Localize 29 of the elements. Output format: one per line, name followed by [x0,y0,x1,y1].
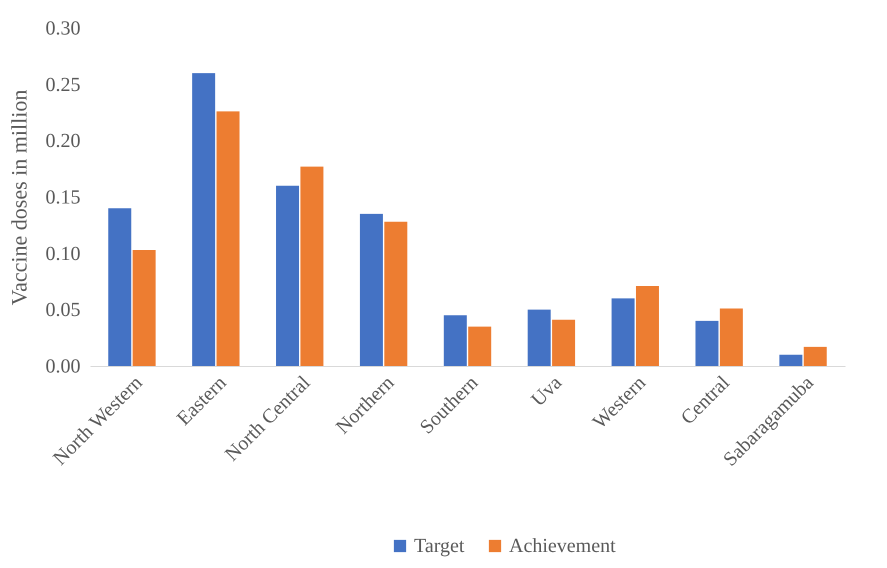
y-tick-label: 0.15 [46,186,80,208]
bar [612,298,635,366]
bar [804,346,827,366]
bar [192,73,216,366]
bar [132,250,156,366]
bar [552,320,576,366]
legend-label: Target [414,535,465,557]
bar [468,326,492,366]
bar [108,208,132,366]
bar [720,308,743,366]
legend-label: Achievement [509,535,616,557]
y-tick-label: 0.00 [46,356,80,378]
bar [695,320,718,366]
bar [216,111,240,366]
y-tick-label: 0.05 [46,299,80,322]
bar [528,310,551,366]
bar [360,214,383,366]
bar [276,186,300,366]
bar [384,222,408,366]
bar [300,166,324,366]
y-tick-label: 0.20 [46,130,80,152]
y-axis-title: Vaccine doses in million [6,90,32,306]
y-tick-label: 0.10 [46,242,80,265]
x-tick-label: Uva [527,372,566,411]
bar [444,315,467,366]
y-tick-label: 0.30 [46,18,80,40]
y-tick-label: 0.25 [46,74,80,96]
bar [779,354,802,366]
bar [636,286,659,366]
